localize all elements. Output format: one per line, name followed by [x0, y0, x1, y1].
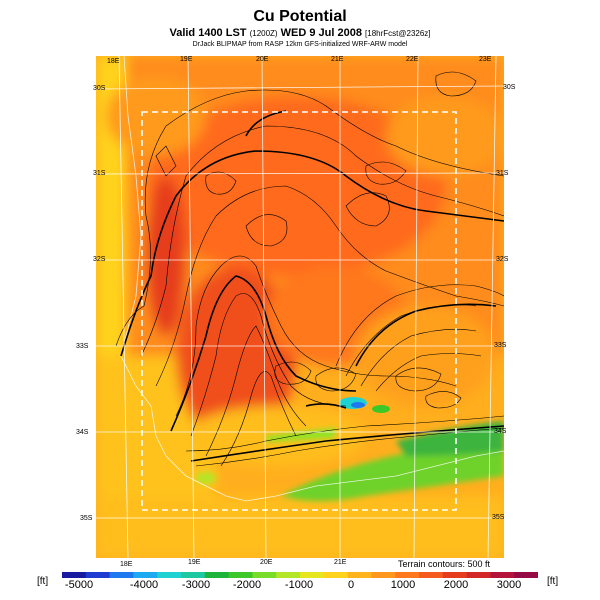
colorbar-tick-label: 1000 — [390, 579, 416, 591]
colorbar-swatch — [133, 572, 158, 578]
major-contours — [120, 110, 504, 462]
lat-label-right: 30S — [503, 84, 516, 91]
lon-label-top: 22E — [406, 56, 419, 63]
utc-time: (1200Z) — [249, 29, 278, 38]
lat-label-right: 33S — [494, 342, 507, 349]
lat-label-left: 33S — [76, 343, 89, 350]
colorbar-unit-right: [ft] — [547, 576, 559, 587]
colorbar-tick-label: -2000 — [232, 579, 262, 591]
lat-label-right: 34S — [494, 428, 507, 435]
colorbar-tick-label: -4000 — [129, 579, 159, 591]
valid-time: Valid 1400 LST — [169, 27, 247, 39]
colorbar — [62, 572, 538, 578]
colorbar-swatch — [419, 572, 444, 578]
colorbar-unit-left: [ft] — [37, 576, 49, 587]
colorbar-swatch — [204, 572, 230, 578]
inner-domain-box — [141, 111, 457, 511]
lon-label-top: 23E — [479, 56, 492, 63]
lon-label-top: 19E — [180, 56, 193, 63]
lat-label-left: 34S — [76, 429, 89, 436]
colorbar-tick-label: -1000 — [284, 579, 314, 591]
lon-label-top: 18E — [107, 58, 120, 65]
colorbar-swatch — [62, 572, 87, 578]
colorbar-swatch — [442, 572, 468, 578]
colorbar-swatch — [276, 572, 301, 578]
colorbar-swatch — [466, 572, 491, 578]
colorbar-swatch — [157, 572, 182, 578]
lat-label-left: 32S — [93, 256, 106, 263]
colorbar-swatch — [300, 572, 325, 578]
colorbar-swatch — [252, 572, 277, 578]
colorbar-swatch — [323, 572, 349, 578]
colorbar-swatch — [109, 572, 134, 578]
lat-label-right: 35S — [492, 514, 505, 521]
colorbar-tick-label: -3000 — [181, 579, 211, 591]
lat-label-left: 30S — [93, 85, 106, 92]
cu-potential-map — [96, 56, 504, 558]
colorbar-swatch — [490, 572, 515, 578]
colorbar-tick-label: 3000 — [496, 579, 522, 591]
forecast-date: WED 9 Jul 2008 — [280, 27, 362, 39]
model-credit: DrJack BLIPMAP from RASP 12km GFS-initia… — [192, 41, 408, 48]
map-title: Cu Potential — [253, 8, 347, 25]
lon-label-bottom: 21E — [334, 559, 347, 566]
cu-potential-field — [96, 56, 504, 558]
colorbar-tick-label: 2000 — [443, 579, 469, 591]
lon-label-bottom: 18E — [120, 561, 133, 568]
green-region — [196, 421, 504, 501]
colorbar-tick-label: 0 — [347, 579, 355, 591]
colorbar-swatch — [228, 572, 253, 578]
lon-label-bottom: 19E — [188, 559, 201, 566]
terrain-contour-note: Terrain contours: 500 ft — [398, 559, 491, 569]
colorbar-tick-label: -5000 — [64, 579, 94, 591]
colorbar-swatch — [181, 572, 206, 578]
lon-label-top: 21E — [331, 56, 344, 63]
coastline — [120, 56, 504, 502]
colorbar-swatch — [395, 572, 420, 578]
lat-label-right: 32S — [496, 256, 509, 263]
forecast-lead: [18hrFcst@2326z] — [365, 29, 431, 38]
lon-label-bottom: 20E — [260, 559, 273, 566]
lat-label-right: 31S — [496, 170, 509, 177]
colorbar-swatch — [371, 572, 396, 578]
valid-time-line: Valid 1400 LST (1200Z) WED 9 Jul 2008 [1… — [0, 27, 600, 39]
colorbar-swatch — [514, 572, 538, 578]
lat-label-left: 35S — [80, 515, 93, 522]
lon-label-top: 20E — [256, 56, 269, 63]
lat-label-left: 31S — [93, 170, 106, 177]
colorbar-swatch — [85, 572, 111, 578]
colorbar-swatch — [347, 572, 372, 578]
graticule — [96, 56, 504, 558]
